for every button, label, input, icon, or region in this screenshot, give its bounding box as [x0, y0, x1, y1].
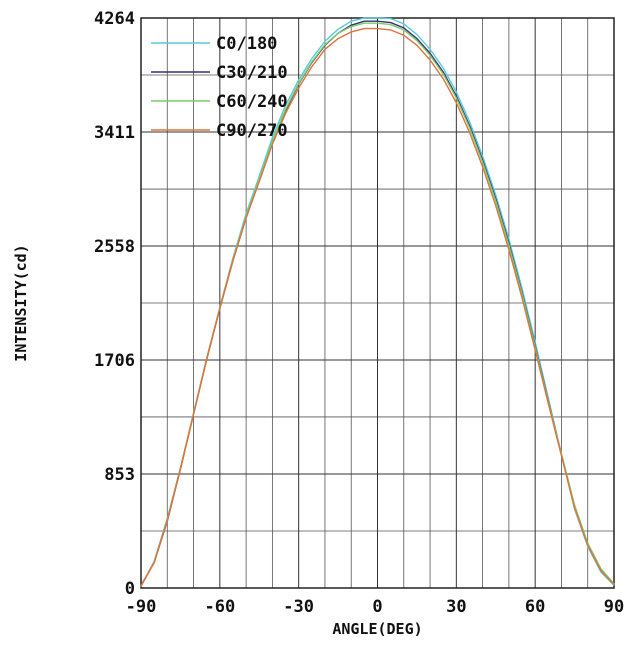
x-tick-label: -60	[204, 597, 235, 617]
y-tick-label: 1706	[94, 351, 135, 371]
y-tick-label: 0	[125, 579, 135, 599]
x-tick-label: -90	[126, 597, 157, 617]
x-tick-labels: -90 -60 -30 0 30 60 90	[126, 597, 625, 617]
y-tick-label: 3411	[94, 123, 135, 143]
x-tick-label: -30	[283, 597, 314, 617]
series-layer	[140, 17, 615, 587]
series-line-c90-270	[140, 27, 615, 587]
legend-label: C0/180	[216, 34, 277, 54]
legend-label: C30/210	[216, 63, 288, 83]
x-tick-label: 30	[446, 597, 466, 617]
x-tick-label: 90	[604, 597, 624, 617]
x-axis-title: ANGLE(DEG)	[332, 620, 422, 638]
y-tick-label: 4264	[94, 9, 135, 29]
y-tick-label: 2558	[94, 237, 135, 257]
y-tick-labels: 0 853 1706 2558 3411 4264	[94, 9, 135, 599]
y-tick-label: 853	[104, 465, 135, 485]
x-tick-label: 0	[372, 597, 382, 617]
legend: C0/180 C30/210 C60/240 C90/270	[151, 34, 288, 141]
y-axis-title: INTENSITY(cd)	[12, 244, 30, 361]
x-tick-label: 60	[525, 597, 545, 617]
legend-label: C60/240	[216, 92, 288, 112]
legend-label: C90/270	[216, 121, 288, 141]
